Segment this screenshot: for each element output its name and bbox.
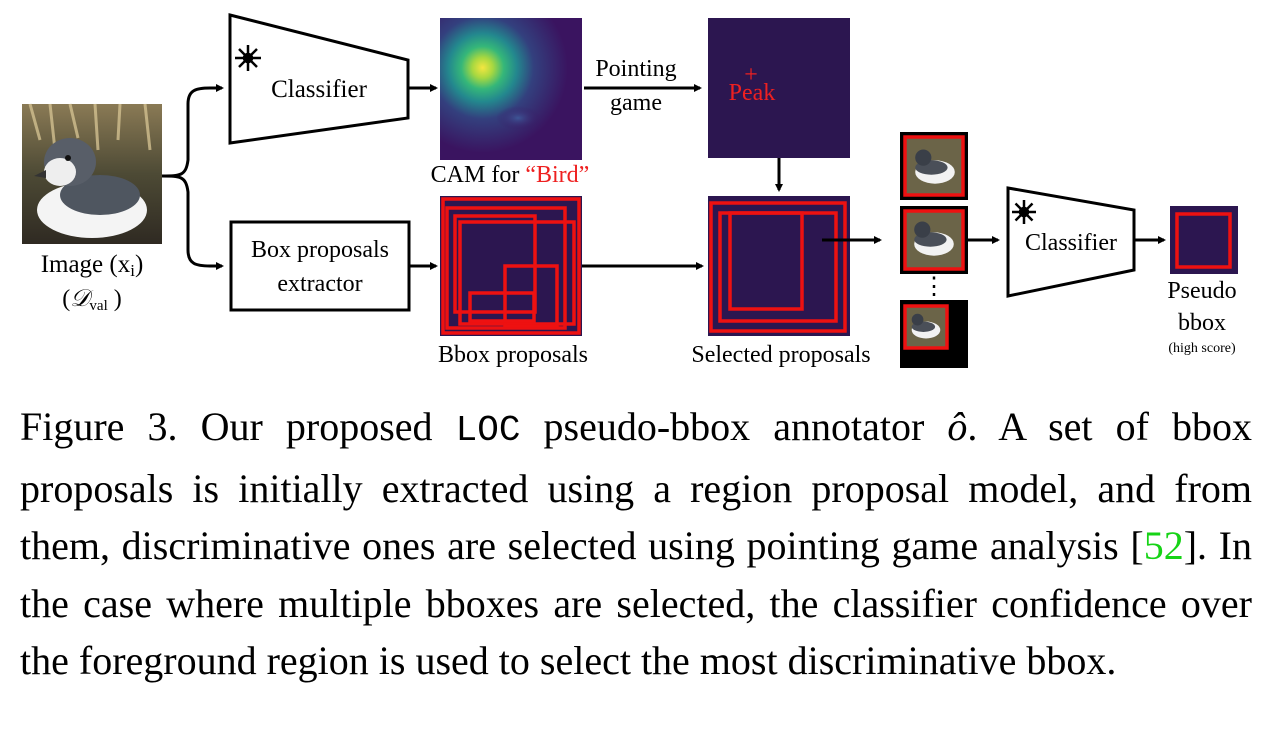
box-proposals-line1: Box proposals	[251, 237, 389, 263]
crop-candidate-1	[900, 132, 968, 200]
selected-proposals-map	[708, 196, 850, 336]
caption-body: . A set of bbox proposals is initially e…	[20, 404, 1253, 568]
cam-label: CAM for “Bird”	[431, 162, 590, 188]
classifier-right-label: Classifier	[1025, 230, 1117, 256]
pipeline-diagram: Image (xi) (𝒟val ) Classifier CAM for “B…	[22, 13, 1238, 368]
snowflake-icon	[1012, 200, 1036, 224]
caption-symbol: ô	[947, 404, 968, 449]
classifier-top-label: Classifier	[271, 76, 367, 103]
caption-method: LOC	[455, 410, 521, 451]
box-proposals-line2: extractor	[277, 271, 362, 297]
figure-caption: Figure 3. Our proposed LOC pseudo-bbox a…	[20, 398, 1252, 690]
peak-map: + Peak	[708, 18, 850, 158]
input-bird-image	[22, 103, 162, 244]
bbox-proposals-map	[440, 196, 582, 336]
branch-connector	[161, 84, 224, 270]
pseudo-label-line1: Pseudo	[1167, 278, 1236, 304]
peak-marker: +	[744, 62, 758, 88]
pseudo-label-note: (high score)	[1168, 341, 1236, 356]
caption-mid: pseudo-bbox annotator	[520, 404, 948, 449]
cam-heatmap	[440, 18, 582, 160]
crop-candidate-n	[900, 300, 968, 368]
box-proposals-extractor: Box proposals extractor	[229, 220, 411, 312]
peak-label: Peak	[729, 80, 776, 106]
image-label: Image (xi)	[41, 251, 144, 280]
crop-candidate-2	[900, 206, 968, 274]
pseudo-label-line2: bbox	[1178, 310, 1226, 336]
classifier-right: Classifier	[1006, 186, 1136, 298]
caption-citation[interactable]: 52	[1143, 523, 1184, 568]
more-crops-ellipsis: ⋮	[922, 274, 946, 300]
caption-prefix: Figure 3. Our proposed	[20, 404, 456, 449]
pointing-game-line2: game	[610, 90, 662, 116]
dataset-label: (𝒟val )	[62, 286, 121, 314]
snowflake-icon	[235, 45, 261, 71]
pseudo-bbox-output	[1170, 206, 1238, 274]
pointing-game-line1: Pointing	[595, 56, 676, 82]
classifier-top: Classifier	[228, 13, 410, 145]
bbox-proposals-label: Bbox proposals	[438, 342, 588, 368]
caption-suffix: ]. In the case where multiple bboxes are…	[20, 523, 1253, 683]
selected-proposals-label: Selected proposals	[691, 342, 870, 368]
